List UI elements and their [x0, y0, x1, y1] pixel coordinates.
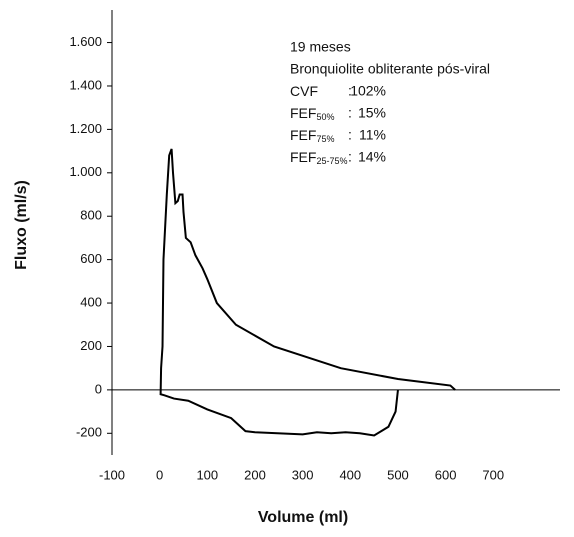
annotation-label-text: FEF — [290, 149, 316, 165]
x-tick-label: 600 — [435, 467, 457, 482]
annotation-value: 15% — [358, 105, 386, 121]
y-tick-label: 800 — [80, 208, 102, 223]
annotation-subscript: 75% — [316, 134, 334, 144]
annotation-label: FEF50% — [290, 105, 334, 123]
y-tick-label: -200 — [76, 425, 102, 440]
flow-volume-curve — [159, 148, 456, 437]
x-tick-label: 0 — [156, 467, 163, 482]
y-tick-label: 200 — [80, 338, 102, 353]
y-tick-label: 1.000 — [69, 164, 102, 179]
annotation-line: Bronquiolite obliterante pós-viral — [290, 61, 490, 77]
annotation-subscript: 50% — [316, 112, 334, 122]
y-tick-label: 0 — [95, 381, 102, 396]
y-tick-label: 1.200 — [69, 121, 102, 136]
annotation-subscript: 25-75% — [316, 156, 347, 166]
x-tick-label: -100 — [99, 467, 125, 482]
x-tick-label: 400 — [339, 467, 361, 482]
y-tick-label: 1.400 — [69, 77, 102, 92]
x-tick-label: 200 — [244, 467, 266, 482]
annotation-label: FEF25-75% — [290, 149, 347, 167]
x-tick-label: 500 — [387, 467, 409, 482]
y-tick-label: 600 — [80, 251, 102, 266]
annotation-sep: : — [348, 83, 352, 99]
x-tick-label: 700 — [482, 467, 504, 482]
y-axis-title: Fluxo (ml/s) — [13, 180, 30, 270]
annotation-value: 14% — [358, 149, 386, 165]
annotation-label: CVF — [290, 83, 318, 99]
x-axis-title: Volume (ml) — [258, 509, 348, 526]
annotation-label-text: CVF — [290, 83, 318, 99]
y-tick-label: 1.600 — [69, 34, 102, 49]
annotation-line: 19 meses — [290, 39, 351, 55]
annotation-label-text: FEF — [290, 105, 316, 121]
x-tick-label: 300 — [292, 467, 314, 482]
annotation-sep: : — [348, 149, 352, 165]
y-tick-label: 400 — [80, 294, 102, 309]
annotation-label-text: FEF — [290, 127, 316, 143]
annotation-sep: : — [348, 127, 352, 143]
annotation-label: FEF75% — [290, 127, 334, 145]
annotation-value: 11% — [359, 127, 386, 143]
x-tick-label: 100 — [196, 467, 218, 482]
annotation-sep: : — [348, 105, 352, 121]
annotation-value: 102% — [350, 83, 386, 99]
